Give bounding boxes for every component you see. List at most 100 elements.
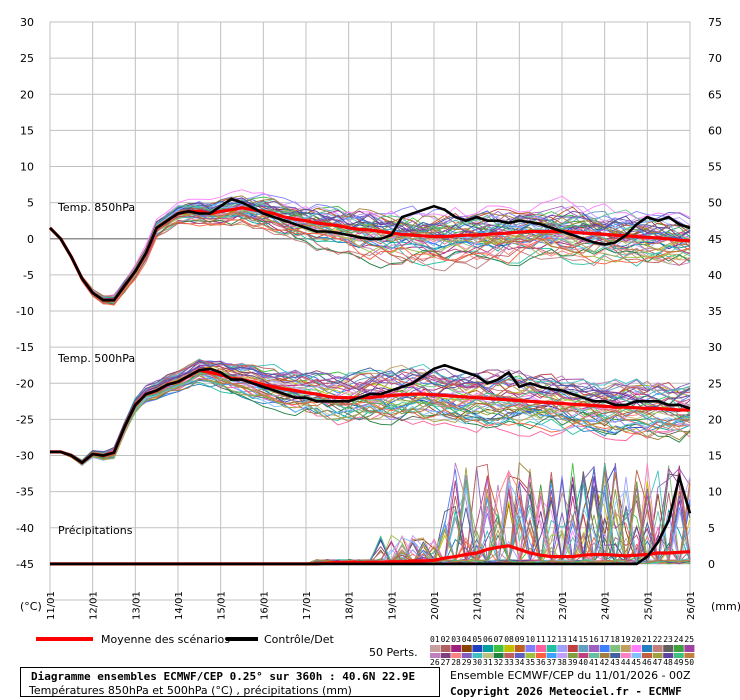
chart-grid xyxy=(49,21,691,601)
left-tick-label: -10 xyxy=(16,305,34,318)
perturbation-line xyxy=(49,373,691,465)
control-t500-line xyxy=(50,363,691,465)
perturbation-number: 50 xyxy=(684,658,694,665)
perturbation-swatch xyxy=(430,653,440,658)
perturbation-number: 20 xyxy=(631,635,641,644)
left-tick-label: -45 xyxy=(16,558,34,571)
x-tick-label: 25/01 xyxy=(643,591,654,620)
perturbation-number: 48 xyxy=(663,658,673,665)
perturbation-swatch xyxy=(483,645,493,652)
right-tick-label: 30 xyxy=(708,341,722,354)
right-tick-label: 0 xyxy=(708,558,715,571)
perturbation-line xyxy=(49,360,691,462)
left-tick-label: 20 xyxy=(20,88,34,101)
perturbation-number: 08 xyxy=(504,635,514,644)
perturbation-swatch xyxy=(620,653,631,658)
perturbation-number: 10 xyxy=(525,635,535,644)
perturbation-number: 34 xyxy=(515,658,525,665)
perturbation-swatch xyxy=(610,645,621,652)
perturbation-swatch xyxy=(461,653,472,658)
perturbation-number: 15 xyxy=(578,635,588,644)
perturbation-line xyxy=(49,373,691,466)
perturbation-number: 12 xyxy=(547,635,557,644)
left-tick-label: 25 xyxy=(20,52,34,65)
perturbation-number: 24 xyxy=(674,635,684,644)
perturbation-number: 36 xyxy=(536,658,546,665)
x-tick-label: 21/01 xyxy=(473,591,484,620)
control-precip-line xyxy=(50,472,692,566)
annotation-t500: Temp. 500hPa xyxy=(57,352,135,365)
x-tick-label: 18/01 xyxy=(345,591,356,620)
x-tick-label: 26/01 xyxy=(686,591,697,620)
right-tick-label: 60 xyxy=(708,124,722,137)
annotation-t850: Temp. 850hPa xyxy=(57,201,135,214)
info-box: Diagramme ensembles ECMWF/CEP 0.25° sur … xyxy=(20,667,440,697)
perturbation-number: 05 xyxy=(472,635,482,644)
perturbation-number: 40 xyxy=(578,658,588,665)
right-tick-label: 70 xyxy=(708,52,722,65)
perturbation-number: 47 xyxy=(653,658,663,665)
perturbation-swatch xyxy=(663,645,674,652)
perturbation-line xyxy=(49,197,691,300)
perturbation-number: 02 xyxy=(441,635,451,644)
left-tick-label: 0 xyxy=(27,233,34,246)
perturbation-number: 06 xyxy=(483,635,493,644)
perturbation-swatch xyxy=(546,653,557,658)
perturbation-swatch xyxy=(684,645,695,652)
left-tick-label: -15 xyxy=(16,341,34,354)
x-tick-label: 16/01 xyxy=(259,591,270,620)
perturbation-line xyxy=(49,189,691,297)
ensemble-info: Ensemble ECMWF/CEP du 11/01/2026 - 00Z xyxy=(450,669,691,682)
legend-control-label: Contrôle/Det xyxy=(264,633,334,646)
perturbation-swatch xyxy=(472,653,483,658)
control-t850-line xyxy=(49,197,691,302)
perturbation-number: 16 xyxy=(589,635,599,644)
perturbation-swatch xyxy=(461,645,472,652)
perturbation-number: 22 xyxy=(653,635,663,644)
perturbation-swatch xyxy=(536,653,546,658)
perturbation-swatch xyxy=(536,645,546,652)
perturbation-swatch xyxy=(525,653,536,658)
perturbation-number: 46 xyxy=(642,658,652,665)
perturbation-number: 11 xyxy=(536,635,546,644)
perturbation-swatch xyxy=(493,653,504,658)
perturbation-swatch xyxy=(642,645,652,652)
perturbation-swatch xyxy=(578,645,589,652)
perturbation-swatch xyxy=(525,645,536,652)
perturbation-line xyxy=(49,210,691,302)
x-tick-label: 24/01 xyxy=(601,591,612,620)
perturbation-line xyxy=(49,365,691,463)
x-tick-label: 14/01 xyxy=(174,591,185,620)
x-tick-label: 12/01 xyxy=(89,591,100,620)
left-tick-label: -40 xyxy=(16,522,34,535)
right-tick-label: 10 xyxy=(708,486,722,499)
left-tick-label: 15 xyxy=(20,124,34,137)
perturbation-swatch xyxy=(483,653,493,658)
perturbation-number: 33 xyxy=(504,658,514,665)
perturbation-number: 21 xyxy=(642,635,652,644)
info-title: Diagramme ensembles ECMWF/CEP 0.25° sur … xyxy=(31,670,416,683)
perturbation-swatch xyxy=(557,645,568,652)
annotation-precip: Précipitations xyxy=(58,524,133,537)
perturbation-number: 37 xyxy=(547,658,557,665)
x-tick-label: 19/01 xyxy=(387,591,398,620)
perturbation-swatch xyxy=(430,645,440,652)
left-tick-label: -35 xyxy=(16,486,34,499)
perturbation-swatch xyxy=(493,645,504,652)
perturbation-number: 19 xyxy=(621,635,631,644)
info-subtitle: Températures 850hPa et 500hPa (°C) , pré… xyxy=(29,684,352,697)
perturbation-swatch xyxy=(472,645,483,652)
left-tick-label: -5 xyxy=(23,269,34,282)
perturbation-number: 07 xyxy=(494,635,504,644)
perturbation-number: 28 xyxy=(451,658,461,665)
perturbation-number: 23 xyxy=(663,635,673,644)
perturbation-line xyxy=(49,219,691,306)
left-tick-label: -30 xyxy=(16,450,34,463)
left-axis-unit: (°C) xyxy=(20,600,42,613)
x-tick-label: 11/01 xyxy=(46,591,57,620)
perturbation-swatch xyxy=(589,653,599,658)
x-tick-label: 22/01 xyxy=(515,591,526,620)
perturbation-swatch xyxy=(567,653,578,658)
perturbation-swatch xyxy=(663,653,674,658)
